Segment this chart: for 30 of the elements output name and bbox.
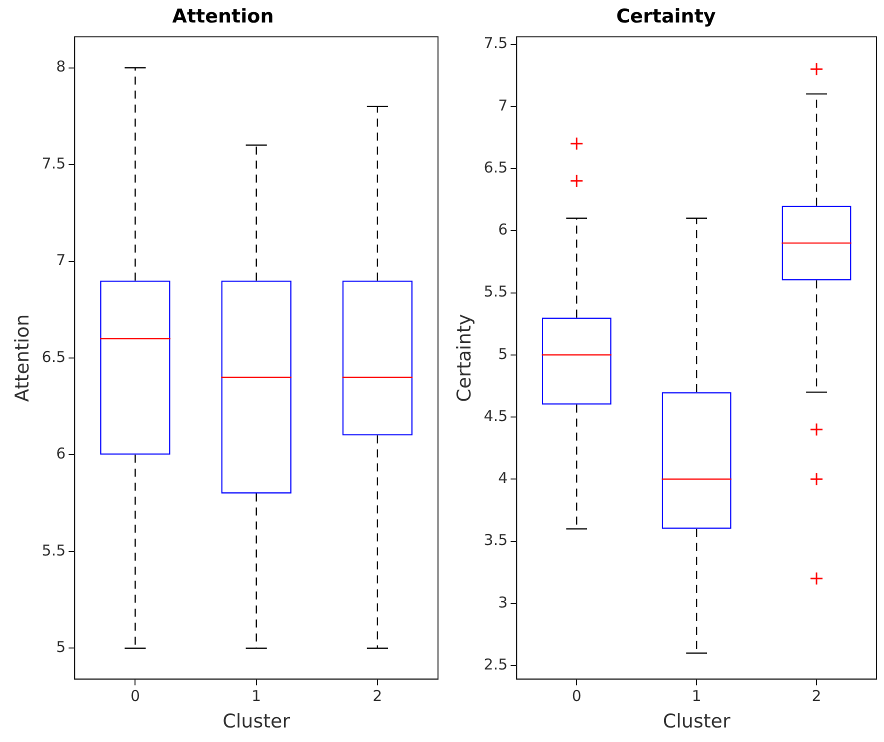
- y-tick-label: 4: [498, 469, 508, 488]
- x-tick-label: 2: [812, 687, 822, 706]
- y-tick-label: 5.5: [484, 282, 508, 301]
- y-tick-label: 7.5: [484, 34, 508, 52]
- y-tick-label: 5.5: [42, 541, 66, 560]
- y-tick-label: 8: [56, 58, 66, 76]
- y-tick-label: 6.5: [484, 158, 508, 176]
- x-tick-label: 1: [252, 687, 262, 706]
- x-axis-title: Cluster: [222, 710, 290, 733]
- x-tick-label: 0: [572, 687, 582, 706]
- y-tick-label: 7: [56, 251, 66, 270]
- y-tick-label: 3: [498, 593, 508, 612]
- y-tick-label: 6.5: [42, 348, 66, 366]
- y-tick-label: 3.5: [484, 531, 508, 550]
- y-axis-title: Certainty: [453, 314, 476, 402]
- y-tick-label: 7.5: [42, 154, 66, 172]
- y-tick-label: 6: [56, 444, 66, 463]
- chart-title: Attention: [172, 5, 274, 28]
- x-tick-label: 2: [372, 687, 382, 706]
- y-tick-label: 5: [56, 638, 66, 656]
- y-axis-title: Attention: [11, 314, 34, 402]
- y-tick-label: 7: [498, 96, 508, 114]
- y-tick-label: 5: [498, 344, 508, 363]
- x-tick-label: 1: [692, 687, 702, 706]
- y-tick-label: 2.5: [484, 655, 508, 674]
- chart-title: Certainty: [616, 5, 716, 28]
- x-axis-title: Cluster: [662, 710, 730, 733]
- y-tick-label: 6: [498, 220, 508, 239]
- y-tick-label: 4.5: [484, 406, 508, 425]
- x-tick-label: 0: [130, 687, 140, 706]
